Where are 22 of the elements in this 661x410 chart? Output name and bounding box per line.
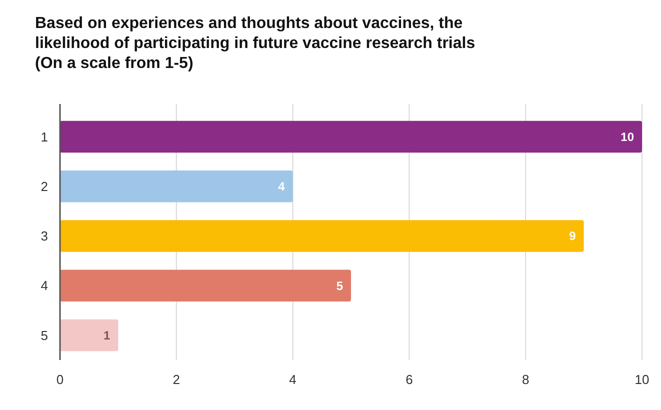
chart-title: Based on experiences and thoughts about vaccines, the likelihood of participating in future vaccine research trials (On a scale from 1-5): [35, 15, 476, 72]
x-tick-label: 4: [289, 372, 296, 387]
bar: [60, 170, 293, 202]
bar: [60, 319, 118, 352]
bar: [60, 220, 584, 252]
data-label: 1: [104, 328, 111, 342]
y-tick-label: 3: [40, 228, 48, 244]
x-tick-label: 6: [406, 372, 413, 387]
data-label: 5: [336, 278, 344, 293]
y-tick-label: 2: [40, 178, 48, 194]
x-tick-label: 10: [634, 372, 650, 387]
data-label: 4: [278, 180, 286, 194]
bar: [60, 270, 351, 302]
data-label: 10: [620, 130, 634, 144]
x-tick-label: 0: [56, 372, 64, 387]
bar: [60, 120, 642, 153]
x-tick-label: 8: [522, 372, 530, 387]
y-tick-label: 4: [40, 278, 48, 294]
x-tick-label: 2: [172, 372, 180, 387]
y-tick-label: 1: [40, 129, 48, 144]
y-tick-label: 5: [40, 328, 48, 343]
data-label: 9: [569, 229, 576, 244]
